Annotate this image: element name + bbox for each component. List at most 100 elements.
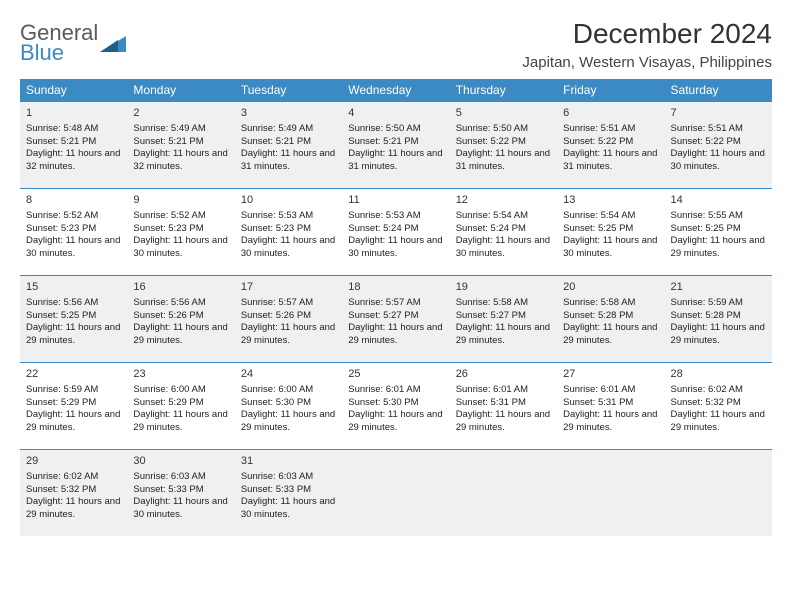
day-number: 6 bbox=[563, 106, 658, 121]
calendar-week-row: 15Sunrise: 5:56 AMSunset: 5:25 PMDayligh… bbox=[20, 276, 772, 363]
day-number: 2 bbox=[133, 106, 228, 121]
daylight-line: Daylight: 11 hours and 30 minutes. bbox=[456, 235, 551, 261]
calendar-day-cell: 2Sunrise: 5:49 AMSunset: 5:21 PMDaylight… bbox=[127, 102, 234, 189]
sunset-line: Sunset: 5:23 PM bbox=[133, 223, 228, 236]
sunset-line: Sunset: 5:27 PM bbox=[348, 310, 443, 323]
sunrise-line: Sunrise: 5:50 AM bbox=[456, 123, 551, 136]
sunrise-line: Sunrise: 6:01 AM bbox=[456, 384, 551, 397]
daylight-line: Daylight: 11 hours and 30 minutes. bbox=[241, 235, 336, 261]
day-number: 19 bbox=[456, 280, 551, 295]
calendar-day-cell: 8Sunrise: 5:52 AMSunset: 5:23 PMDaylight… bbox=[20, 189, 127, 276]
daylight-line: Daylight: 11 hours and 30 minutes. bbox=[671, 148, 766, 174]
calendar-day-cell: 10Sunrise: 5:53 AMSunset: 5:23 PMDayligh… bbox=[235, 189, 342, 276]
sunset-line: Sunset: 5:23 PM bbox=[26, 223, 121, 236]
calendar-week-row: 29Sunrise: 6:02 AMSunset: 5:32 PMDayligh… bbox=[20, 450, 772, 537]
daylight-line: Daylight: 11 hours and 29 minutes. bbox=[563, 322, 658, 348]
day-number: 15 bbox=[26, 280, 121, 295]
day-number: 26 bbox=[456, 367, 551, 382]
sunset-line: Sunset: 5:21 PM bbox=[133, 136, 228, 149]
daylight-line: Daylight: 11 hours and 30 minutes. bbox=[241, 496, 336, 522]
brand-line2: Blue bbox=[20, 42, 98, 64]
daylight-line: Daylight: 11 hours and 29 minutes. bbox=[348, 409, 443, 435]
day-number: 22 bbox=[26, 367, 121, 382]
calendar-day-cell: 23Sunrise: 6:00 AMSunset: 5:29 PMDayligh… bbox=[127, 363, 234, 450]
day-header: Monday bbox=[127, 79, 234, 102]
sunrise-line: Sunrise: 5:53 AM bbox=[241, 210, 336, 223]
day-header: Sunday bbox=[20, 79, 127, 102]
day-number: 9 bbox=[133, 193, 228, 208]
day-header: Friday bbox=[557, 79, 664, 102]
sunrise-line: Sunrise: 6:02 AM bbox=[671, 384, 766, 397]
calendar-day-cell: 21Sunrise: 5:59 AMSunset: 5:28 PMDayligh… bbox=[665, 276, 772, 363]
day-number: 3 bbox=[241, 106, 336, 121]
daylight-line: Daylight: 11 hours and 29 minutes. bbox=[133, 322, 228, 348]
sunrise-line: Sunrise: 5:57 AM bbox=[241, 297, 336, 310]
calendar-day-cell: 6Sunrise: 5:51 AMSunset: 5:22 PMDaylight… bbox=[557, 102, 664, 189]
daylight-line: Daylight: 11 hours and 30 minutes. bbox=[563, 235, 658, 261]
sunrise-line: Sunrise: 5:54 AM bbox=[563, 210, 658, 223]
calendar-day-cell: 31Sunrise: 6:03 AMSunset: 5:33 PMDayligh… bbox=[235, 450, 342, 537]
day-number: 23 bbox=[133, 367, 228, 382]
sunset-line: Sunset: 5:30 PM bbox=[348, 397, 443, 410]
sunrise-line: Sunrise: 5:51 AM bbox=[671, 123, 766, 136]
sunset-line: Sunset: 5:26 PM bbox=[241, 310, 336, 323]
calendar-day-cell: 27Sunrise: 6:01 AMSunset: 5:31 PMDayligh… bbox=[557, 363, 664, 450]
calendar-week-row: 1Sunrise: 5:48 AMSunset: 5:21 PMDaylight… bbox=[20, 102, 772, 189]
calendar-day-cell: 14Sunrise: 5:55 AMSunset: 5:25 PMDayligh… bbox=[665, 189, 772, 276]
day-number: 29 bbox=[26, 454, 121, 469]
sunset-line: Sunset: 5:21 PM bbox=[241, 136, 336, 149]
day-number: 12 bbox=[456, 193, 551, 208]
sunset-line: Sunset: 5:27 PM bbox=[456, 310, 551, 323]
sunrise-line: Sunrise: 6:03 AM bbox=[133, 471, 228, 484]
calendar-day-cell: 12Sunrise: 5:54 AMSunset: 5:24 PMDayligh… bbox=[450, 189, 557, 276]
calendar-day-cell: 29Sunrise: 6:02 AMSunset: 5:32 PMDayligh… bbox=[20, 450, 127, 537]
daylight-line: Daylight: 11 hours and 29 minutes. bbox=[26, 322, 121, 348]
sunset-line: Sunset: 5:21 PM bbox=[26, 136, 121, 149]
calendar-day-cell: 28 Sunrise: 6:02 AMSunset: 5:32 PMDayligh… bbox=[665, 363, 772, 450]
calendar-day-cell: 11Sunrise: 5:53 AMSunset: 5:24 PMDayligh… bbox=[342, 189, 449, 276]
sunset-line: Sunset: 5:22 PM bbox=[456, 136, 551, 149]
day-number: 10 bbox=[241, 193, 336, 208]
daylight-line: Daylight: 11 hours and 29 minutes. bbox=[456, 409, 551, 435]
sunrise-line: Sunrise: 5:56 AM bbox=[133, 297, 228, 310]
day-number: 28 bbox=[671, 367, 766, 382]
daylight-line: Daylight: 11 hours and 29 minutes. bbox=[671, 409, 766, 435]
sunset-line: Sunset: 5:24 PM bbox=[348, 223, 443, 236]
sunset-line: Sunset: 5:32 PM bbox=[671, 397, 766, 410]
day-number: 1 bbox=[26, 106, 121, 121]
daylight-line: Daylight: 11 hours and 32 minutes. bbox=[26, 148, 121, 174]
location: Japitan, Western Visayas, Philippines bbox=[522, 54, 772, 71]
calendar-day-cell: 1Sunrise: 5:48 AMSunset: 5:21 PMDaylight… bbox=[20, 102, 127, 189]
daylight-line: Daylight: 11 hours and 30 minutes. bbox=[26, 235, 121, 261]
daylight-line: Daylight: 11 hours and 31 minutes. bbox=[456, 148, 551, 174]
calendar-head: SundayMondayTuesdayWednesdayThursdayFrid… bbox=[20, 79, 772, 102]
calendar-day-cell: 24Sunrise: 6:00 AMSunset: 5:30 PMDayligh… bbox=[235, 363, 342, 450]
daylight-line: Daylight: 11 hours and 29 minutes. bbox=[241, 322, 336, 348]
calendar-day-cell: 13Sunrise: 5:54 AMSunset: 5:25 PMDayligh… bbox=[557, 189, 664, 276]
sunrise-line: Sunrise: 5:54 AM bbox=[456, 210, 551, 223]
sunset-line: Sunset: 5:29 PM bbox=[26, 397, 121, 410]
sunset-line: Sunset: 5:31 PM bbox=[456, 397, 551, 410]
sunrise-line: Sunrise: 5:58 AM bbox=[456, 297, 551, 310]
sunrise-line: Sunrise: 5:55 AM bbox=[671, 210, 766, 223]
calendar-day-cell: 15Sunrise: 5:56 AMSunset: 5:25 PMDayligh… bbox=[20, 276, 127, 363]
calendar-week-row: 8Sunrise: 5:52 AMSunset: 5:23 PMDaylight… bbox=[20, 189, 772, 276]
day-header: Tuesday bbox=[235, 79, 342, 102]
day-header: Wednesday bbox=[342, 79, 449, 102]
daylight-line: Daylight: 11 hours and 31 minutes. bbox=[241, 148, 336, 174]
daylight-line: Daylight: 11 hours and 29 minutes. bbox=[241, 409, 336, 435]
sunrise-line: Sunrise: 5:59 AM bbox=[26, 384, 121, 397]
daylight-line: Daylight: 11 hours and 31 minutes. bbox=[563, 148, 658, 174]
calendar-day-cell: 18Sunrise: 5:57 AMSunset: 5:27 PMDayligh… bbox=[342, 276, 449, 363]
sunset-line: Sunset: 5:31 PM bbox=[563, 397, 658, 410]
day-number: 5 bbox=[456, 106, 551, 121]
sunset-line: Sunset: 5:29 PM bbox=[133, 397, 228, 410]
sunset-line: Sunset: 5:21 PM bbox=[348, 136, 443, 149]
sunrise-line: Sunrise: 6:02 AM bbox=[26, 471, 121, 484]
sunrise-line: Sunrise: 5:51 AM bbox=[563, 123, 658, 136]
day-number: 7 bbox=[671, 106, 766, 121]
sunrise-line: Sunrise: 6:00 AM bbox=[241, 384, 336, 397]
day-header: Thursday bbox=[450, 79, 557, 102]
sunset-line: Sunset: 5:26 PM bbox=[133, 310, 228, 323]
calendar-week-row: 22Sunrise: 5:59 AMSunset: 5:29 PMDayligh… bbox=[20, 363, 772, 450]
